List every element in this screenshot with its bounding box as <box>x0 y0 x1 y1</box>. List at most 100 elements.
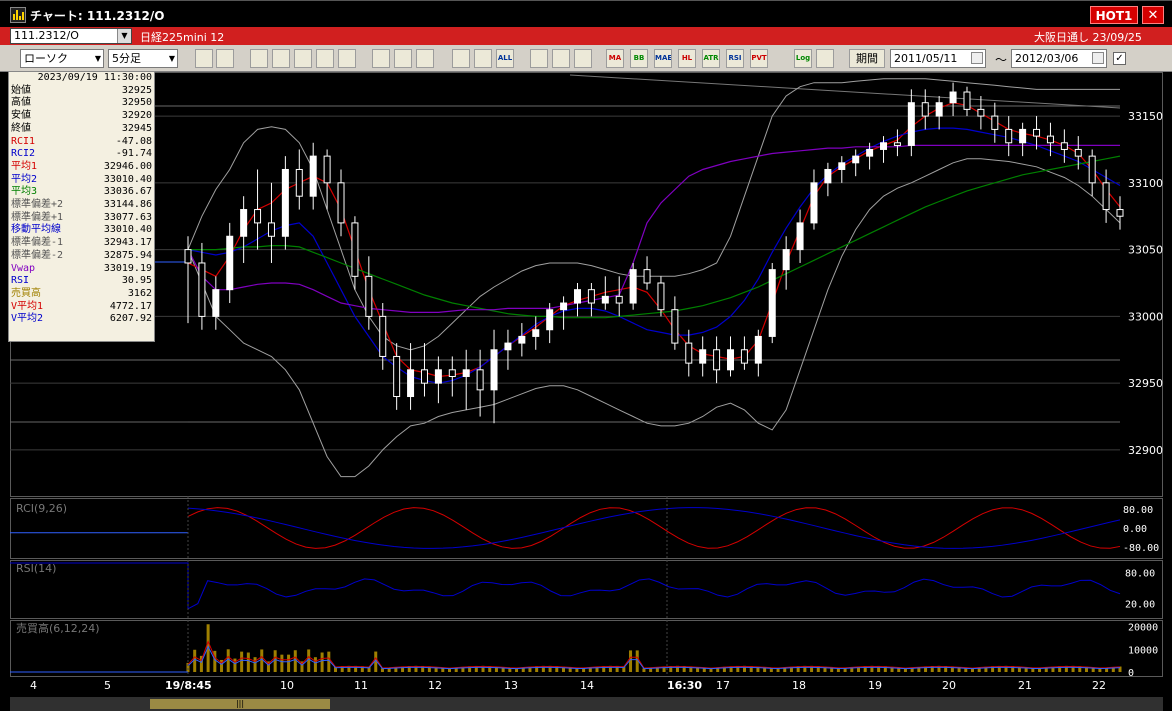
scrollbar-thumb[interactable]: ||| <box>150 699 330 709</box>
all-button[interactable]: ALL <box>496 49 514 68</box>
interval-select[interactable]: 5分足 ▼ <box>108 49 178 68</box>
calendar-icon[interactable] <box>1092 52 1104 64</box>
zoom-icon[interactable] <box>195 49 213 68</box>
chart-area[interactable]: 33150 33100 33050 33000 32950 32900 80.00 0.00 -… <box>10 72 1163 678</box>
volume-bar <box>977 667 981 672</box>
volume-bar <box>280 654 284 672</box>
hot-badge[interactable]: HOT1 <box>1090 6 1138 24</box>
pattern-icon[interactable] <box>530 49 548 68</box>
candle-body <box>907 102 915 146</box>
candle-body <box>504 342 512 351</box>
info-label: 始値 <box>11 84 31 96</box>
info-row: 標準偏差-2 32875.94 <box>11 250 152 263</box>
window-title: チャート: 111.2312/O <box>30 9 165 23</box>
window-titlebar: チャート: 111.2312/O HOT1 ✕ <box>0 0 1172 27</box>
pen-icon[interactable] <box>372 49 390 68</box>
date-to-field[interactable]: 2012/03/06 <box>1011 49 1107 68</box>
color-icon[interactable] <box>574 49 592 68</box>
candle-body <box>880 142 888 150</box>
hl-button[interactable]: HL <box>678 49 696 68</box>
time-axis-label: 20 <box>942 679 956 692</box>
info-label: 移動平均線 <box>11 224 61 236</box>
info-value: 3162 <box>127 287 152 299</box>
log-button[interactable]: Log <box>794 49 812 68</box>
tool-icon[interactable] <box>552 49 570 68</box>
rsi-button[interactable]: RSI <box>726 49 744 68</box>
eraser-icon[interactable] <box>416 49 434 68</box>
volume-bar <box>313 657 317 672</box>
volume-bar <box>696 667 700 672</box>
main-panel-frame <box>10 72 1163 497</box>
candle-icon[interactable] <box>452 49 470 68</box>
info-row: Vwap 33019.19 <box>11 263 152 276</box>
candle-body <box>685 342 693 364</box>
volume-bar <box>541 665 545 672</box>
info-datetime: 2023/09/19 11:30:00 <box>37 72 152 83</box>
volume-bar <box>367 666 371 672</box>
pvt-button[interactable]: PVT <box>750 49 768 68</box>
ma-button[interactable]: MA <box>606 49 624 68</box>
info-row: 安値 32920 <box>11 110 152 123</box>
date-separator: 〜 <box>995 53 1008 67</box>
volume-bar <box>441 667 445 672</box>
compare-icon[interactable] <box>316 49 334 68</box>
info-label: RSI <box>11 275 30 287</box>
chart-canvas[interactable]: 33150 33100 33050 33000 32950 32900 80.00 0.00 -… <box>10 72 1163 678</box>
volume-bar <box>347 665 351 672</box>
session-label: 大阪日通し 23/09/25 <box>1034 31 1142 44</box>
close-button[interactable]: ✕ <box>1142 6 1164 24</box>
info-label: Vwap <box>11 262 36 274</box>
volume-bar <box>1111 667 1115 672</box>
moving-average-line-0 <box>187 102 1121 378</box>
atr-button[interactable]: ATR <box>702 49 720 68</box>
date-from-field[interactable]: 2011/05/11 <box>890 49 986 68</box>
magnify-icon[interactable] <box>272 49 290 68</box>
crosshair-icon[interactable] <box>216 49 234 68</box>
warning-icon[interactable] <box>338 49 356 68</box>
chart-type-select[interactable]: ローソク ▼ <box>20 49 104 68</box>
time-axis: 4 5 19/8:45 10 11 12 13 14 16:30 17 18 19 20 21 22 <box>10 678 1163 696</box>
rsi-tick-label: 80.00 <box>1125 568 1155 579</box>
bar-chart-icon[interactable] <box>294 49 312 68</box>
volume-bar <box>924 666 928 672</box>
calendar-icon[interactable] <box>971 52 983 64</box>
bollinger-band-line-0 <box>187 78 1120 351</box>
candle-body <box>601 295 609 304</box>
chart-app-icon <box>10 7 26 23</box>
info-label: 標準偏差+1 <box>11 211 64 223</box>
arrow-down-icon[interactable] <box>250 49 268 68</box>
candle-body <box>1046 135 1054 144</box>
volume-bar <box>468 666 472 672</box>
volume-bar <box>930 666 934 672</box>
info-value: 33010.40 <box>103 224 152 236</box>
rci2-line <box>187 507 1121 549</box>
volume-bar <box>763 667 767 672</box>
candle2-icon[interactable] <box>474 49 492 68</box>
cursor-icon[interactable] <box>394 49 412 68</box>
volume-bar <box>944 666 948 672</box>
volume-bar <box>655 667 659 672</box>
period-checkbox[interactable]: ✓ <box>1113 52 1126 65</box>
volume-bar <box>488 666 492 672</box>
volume-bar <box>964 667 968 672</box>
horizontal-scrollbar[interactable]: ||| <box>10 697 1163 711</box>
print-icon[interactable] <box>816 49 834 68</box>
period-button[interactable]: 期間 <box>849 49 885 68</box>
mae-button[interactable]: MAE <box>654 49 672 68</box>
candle-body <box>1116 209 1124 217</box>
candle-body <box>810 182 818 224</box>
volume-bar <box>984 666 988 672</box>
volume-bar <box>769 668 773 672</box>
volume-ma1-line <box>187 640 1121 669</box>
candle-body <box>240 209 248 237</box>
symbol-input[interactable]: 111.2312/O ▼ <box>10 28 132 44</box>
info-row: 売買高 3162 <box>11 288 152 301</box>
info-row: 移動平均線 33010.40 <box>11 224 152 237</box>
volume-bar <box>528 666 532 672</box>
chevron-down-icon[interactable]: ▼ <box>117 29 131 43</box>
rsi-tick-label: 20.00 <box>1125 600 1155 611</box>
info-value: -91.74 <box>115 148 152 160</box>
volume-bar <box>508 667 512 672</box>
candle-body <box>838 162 846 170</box>
bb-button[interactable]: BB <box>630 49 648 68</box>
